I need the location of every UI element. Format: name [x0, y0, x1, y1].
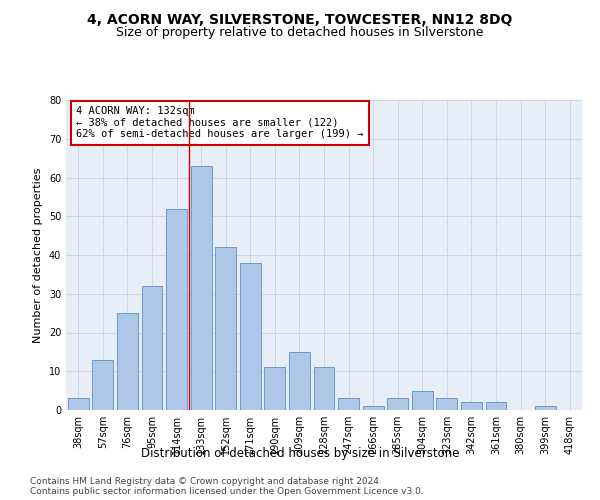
Bar [338, 398, 359, 410]
Y-axis label: Number of detached properties: Number of detached properties [33, 168, 43, 342]
Text: Contains HM Land Registry data © Crown copyright and database right 2024.: Contains HM Land Registry data © Crown c… [30, 477, 382, 486]
Bar [362, 406, 383, 410]
Bar [166, 208, 187, 410]
Bar [412, 390, 433, 410]
Bar [68, 398, 89, 410]
Bar [436, 398, 457, 410]
Text: Contains public sector information licensed under the Open Government Licence v3: Contains public sector information licen… [30, 487, 424, 496]
Bar [240, 263, 261, 410]
Bar [485, 402, 506, 410]
Text: 4, ACORN WAY, SILVERSTONE, TOWCESTER, NN12 8DQ: 4, ACORN WAY, SILVERSTONE, TOWCESTER, NN… [88, 12, 512, 26]
Bar [92, 360, 113, 410]
Text: Distribution of detached houses by size in Silverstone: Distribution of detached houses by size … [141, 448, 459, 460]
Bar [314, 368, 334, 410]
Text: Size of property relative to detached houses in Silverstone: Size of property relative to detached ho… [116, 26, 484, 39]
Bar [289, 352, 310, 410]
Bar [191, 166, 212, 410]
Bar [265, 368, 286, 410]
Bar [535, 406, 556, 410]
Bar [215, 247, 236, 410]
Text: 4 ACORN WAY: 132sqm
← 38% of detached houses are smaller (122)
62% of semi-detac: 4 ACORN WAY: 132sqm ← 38% of detached ho… [76, 106, 364, 140]
Bar [117, 313, 138, 410]
Bar [142, 286, 163, 410]
Bar [387, 398, 408, 410]
Bar [461, 402, 482, 410]
